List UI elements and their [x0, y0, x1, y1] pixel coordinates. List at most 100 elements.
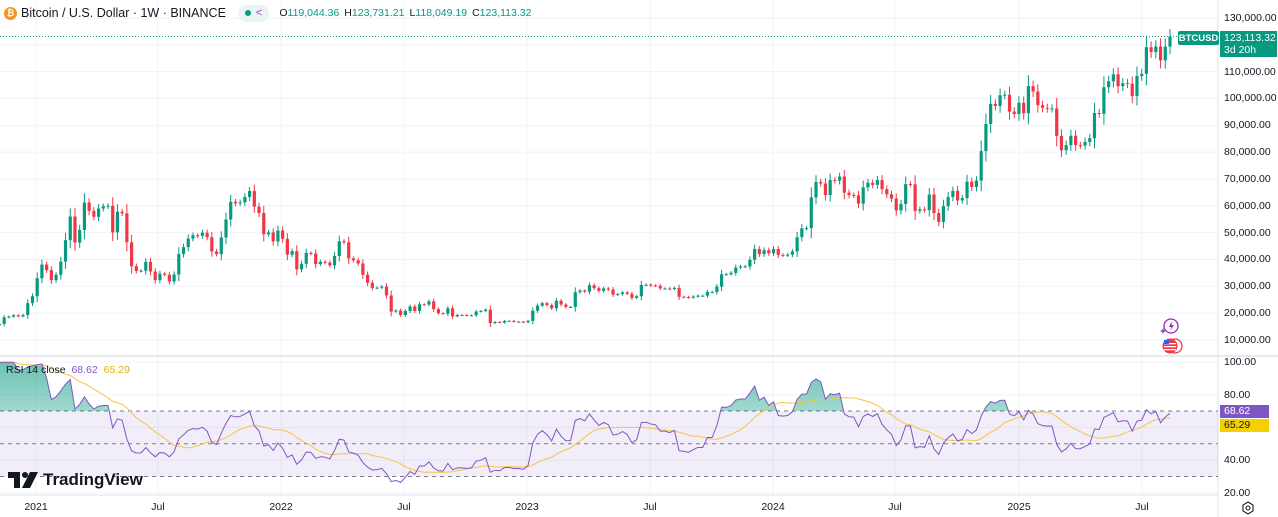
price-axis-label: 50,000.00	[1224, 226, 1271, 239]
candle	[148, 258, 153, 276]
candle	[1036, 84, 1040, 113]
candle-body	[87, 202, 91, 211]
candle	[937, 208, 941, 227]
candle-body	[399, 310, 403, 316]
ohlc-low: L118,049.19	[409, 7, 468, 19]
candle	[1140, 68, 1144, 81]
candle	[696, 294, 700, 298]
candle	[210, 231, 214, 257]
share-icon[interactable]: <	[255, 7, 263, 19]
market-status-pill[interactable]: <	[237, 4, 270, 22]
candle-body	[762, 250, 766, 255]
candle	[795, 231, 799, 257]
candle	[899, 199, 903, 215]
candle-body	[866, 182, 870, 188]
candle	[828, 173, 832, 202]
candle-body	[677, 287, 681, 297]
candle	[545, 301, 549, 307]
candle	[578, 289, 582, 294]
candle-body	[139, 270, 143, 272]
candle-body	[460, 315, 464, 317]
candle-body	[403, 310, 407, 316]
candle	[219, 231, 223, 261]
candle	[252, 184, 256, 213]
lightning-icon[interactable]	[1160, 317, 1180, 335]
candle	[512, 320, 516, 323]
candle-body	[432, 301, 436, 310]
candle	[592, 283, 596, 291]
candle	[328, 260, 332, 268]
candle	[2, 315, 6, 327]
candle	[26, 299, 30, 319]
candle-body	[1059, 136, 1064, 151]
candle-body	[649, 284, 653, 286]
candle	[767, 247, 771, 256]
candle-body	[144, 261, 148, 271]
candle-body	[587, 285, 592, 292]
candle	[243, 193, 247, 207]
candle-body	[229, 201, 233, 220]
candle	[871, 179, 875, 189]
candle	[531, 307, 535, 325]
candle-body	[710, 291, 714, 293]
candle	[248, 186, 252, 202]
candle	[771, 246, 776, 257]
price-axis-label: 130,000.00	[1224, 12, 1277, 24]
candle	[856, 190, 861, 209]
candle-body	[106, 205, 110, 207]
candle-body	[568, 306, 573, 308]
candle	[262, 205, 266, 242]
price-axis-label: 20,000.00	[1224, 307, 1271, 320]
candle	[842, 169, 846, 200]
candle	[0, 323, 2, 326]
candle	[1069, 129, 1073, 151]
rsi-legend[interactable]: RSI 14 close 68.62 65.29	[6, 364, 130, 376]
gear-icon[interactable]	[1241, 501, 1255, 515]
candle-body	[111, 205, 115, 233]
candle-body	[96, 208, 101, 217]
candle	[550, 303, 554, 310]
candle-body	[323, 261, 327, 263]
candle	[597, 286, 601, 293]
candle-body	[394, 310, 398, 312]
candle-body	[1154, 46, 1158, 53]
candle-body	[993, 103, 997, 107]
candle	[257, 202, 261, 217]
candle	[965, 174, 969, 205]
candle-body	[115, 211, 120, 233]
candle-body	[16, 315, 20, 317]
candle-body	[1097, 112, 1101, 114]
candle	[668, 287, 672, 291]
candle-body	[517, 321, 521, 323]
us-flag-icon[interactable]	[1160, 337, 1184, 355]
candle-body	[257, 206, 261, 214]
candle-body	[559, 300, 563, 305]
candle	[880, 175, 884, 195]
candle-body	[620, 292, 625, 295]
candle-body	[299, 263, 304, 270]
candle	[384, 283, 389, 299]
candle	[314, 249, 318, 269]
candle	[356, 257, 360, 266]
candle-body	[502, 320, 507, 323]
candle	[295, 245, 299, 276]
candle-body	[705, 291, 710, 296]
time-axis-label: Jul	[397, 501, 411, 513]
candle	[403, 309, 407, 317]
candle-body	[1012, 111, 1016, 115]
candle-body	[54, 274, 58, 281]
candle-body	[1107, 81, 1111, 88]
price-axis-label: 10,000.00	[1224, 333, 1271, 346]
candle	[186, 234, 190, 252]
candle	[630, 291, 634, 300]
candle-body	[347, 242, 351, 259]
candle	[54, 272, 58, 283]
candle	[450, 305, 455, 320]
candle	[436, 307, 440, 315]
tradingview-logo[interactable]: TradingView	[8, 470, 143, 490]
candle-body	[1092, 112, 1097, 139]
candle	[913, 175, 917, 220]
symbol-title[interactable]: Bitcoin / U.S. Dollar · 1W · BINANCE	[21, 6, 226, 20]
candle-body	[408, 306, 412, 311]
